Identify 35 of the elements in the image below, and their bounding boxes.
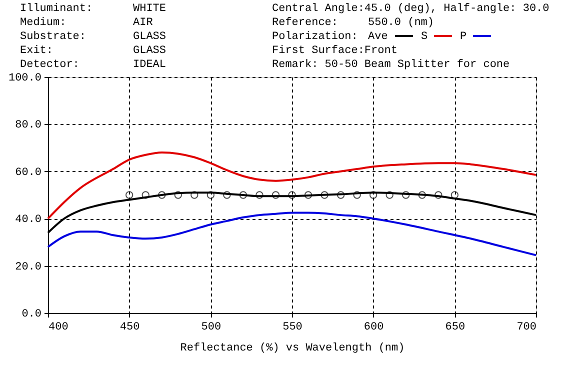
text: GLASS	[133, 45, 166, 57]
text: IDEAL	[133, 59, 166, 71]
line-series	[47, 152, 537, 220]
text: Medium:	[20, 17, 66, 29]
text: Central Angle:45.0 (deg), Half-angle: 30.0	[272, 3, 550, 15]
text: 550.0 (nm)	[368, 17, 434, 29]
legend-label: S	[421, 31, 428, 43]
text: Polarization:	[272, 31, 358, 43]
x-tick-label: 500	[201, 322, 222, 334]
text: Remark: 50-50 Beam Splitter for cone	[272, 59, 510, 71]
x-tick-label: 550	[282, 322, 302, 334]
text: AIR	[133, 17, 154, 29]
y-tick-label: 20.0	[15, 261, 42, 274]
y-tick-label: 100.0	[8, 72, 42, 84]
x-tick-label: 450	[120, 322, 140, 334]
x-tick-label: 400	[48, 322, 68, 334]
y-tick-label: 40.0	[15, 214, 42, 226]
y-tick-label: 0.0	[22, 308, 42, 320]
text: WHITE	[133, 3, 166, 15]
line-series	[47, 212, 537, 256]
x-tick-label: 600	[364, 322, 384, 334]
legend-label: Ave	[368, 31, 388, 43]
text: Reference:	[272, 17, 338, 29]
x-axis-title: Reflectance (%) vs Wavelength (nm)	[180, 342, 405, 354]
text: Detector:	[20, 59, 80, 71]
legend-label: P	[460, 31, 467, 43]
y-tick-label: 80.0	[15, 120, 42, 132]
text: Substrate:	[20, 31, 86, 43]
text: First Surface:Front	[272, 45, 398, 57]
text: Illuminant:	[20, 3, 93, 15]
text: GLASS	[133, 31, 166, 43]
x-tick-label: 700	[516, 322, 536, 334]
text: Exit:	[20, 45, 54, 57]
x-tick-label: 650	[445, 322, 466, 334]
y-tick-label: 60.0	[15, 166, 42, 179]
